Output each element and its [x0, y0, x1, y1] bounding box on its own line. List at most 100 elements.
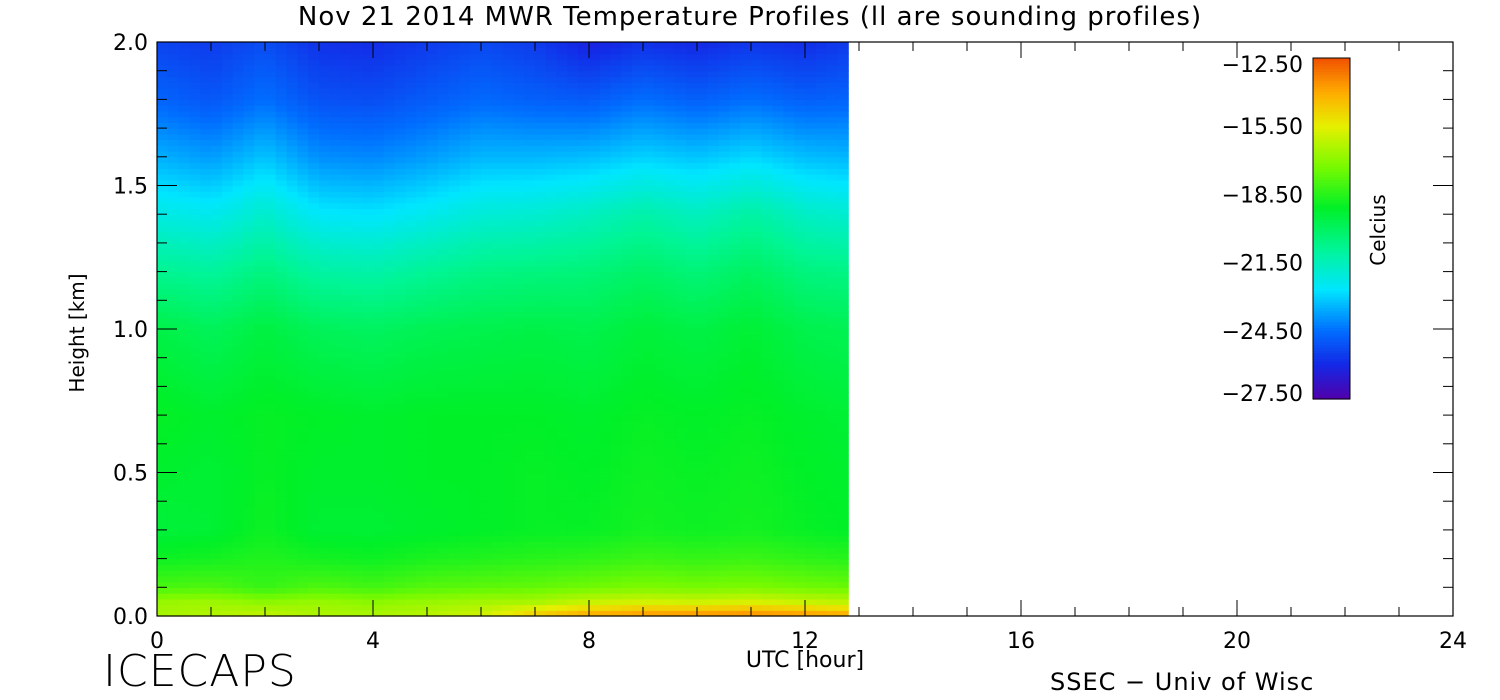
- heatmap-cell: [545, 449, 558, 456]
- heatmap-cell: [502, 363, 514, 370]
- heatmap-cell: [200, 455, 212, 462]
- heatmap-cell: [437, 64, 450, 72]
- heatmap-cell: [610, 483, 622, 491]
- heatmap-cell: [329, 288, 342, 296]
- heatmap-cell: [329, 392, 342, 399]
- heatmap-cell: [243, 59, 255, 66]
- heatmap-cell: [383, 334, 396, 342]
- heatmap-cell: [535, 70, 547, 78]
- heatmap-cell: [167, 196, 180, 204]
- heatmap-cell: [621, 93, 633, 100]
- heatmap-cell: [297, 47, 309, 55]
- heatmap-cell: [567, 191, 579, 198]
- heatmap-cell: [643, 242, 655, 250]
- heatmap-cell: [405, 248, 417, 255]
- heatmap-cell: [632, 300, 644, 307]
- heatmap-cell: [524, 478, 536, 485]
- heatmap-cell: [578, 254, 590, 261]
- heatmap-cell: [211, 438, 223, 445]
- heatmap-cell: [481, 53, 493, 60]
- heatmap-cell: [221, 351, 234, 359]
- heatmap-cell: [351, 558, 363, 565]
- heatmap-cell: [373, 466, 385, 474]
- heatmap-cell: [243, 317, 255, 324]
- heatmap-cell: [211, 99, 223, 106]
- heatmap-cell: [437, 420, 450, 428]
- heatmap-cell: [427, 283, 439, 290]
- heatmap-cell: [167, 59, 180, 66]
- heatmap-cell: [329, 535, 342, 542]
- heatmap-cell: [178, 524, 190, 531]
- heatmap-cell: [351, 59, 363, 66]
- heatmap-cell: [232, 105, 244, 112]
- heatmap-cell: [189, 598, 201, 606]
- heatmap-cell: [178, 156, 190, 164]
- heatmap-cell: [286, 196, 298, 204]
- heatmap-cell: [243, 558, 255, 565]
- heatmap-cell: [221, 306, 234, 313]
- heatmap-cell: [686, 82, 698, 89]
- heatmap-cell: [599, 415, 612, 422]
- heatmap-cell: [308, 610, 320, 617]
- heatmap-cell: [373, 575, 385, 583]
- heatmap-cell: [524, 271, 536, 278]
- heatmap-cell: [286, 426, 298, 433]
- heatmap-cell: [286, 558, 298, 565]
- heatmap-cell: [621, 237, 633, 244]
- heatmap-cell: [545, 374, 558, 382]
- heatmap-cell: [675, 128, 687, 135]
- heatmap-cell: [653, 552, 666, 560]
- heatmap-cell: [286, 110, 298, 118]
- heatmap-cell: [599, 604, 612, 611]
- heatmap-cell: [437, 489, 450, 497]
- heatmap-cell: [319, 593, 331, 600]
- heatmap-cell: [437, 610, 450, 617]
- heatmap-cell: [621, 208, 633, 215]
- heatmap-cell: [351, 426, 363, 433]
- heatmap-cell: [221, 495, 234, 502]
- heatmap-cell: [394, 386, 406, 393]
- heatmap-cell: [394, 529, 406, 537]
- heatmap-cell: [589, 306, 601, 313]
- heatmap-cell: [362, 558, 374, 565]
- heatmap-cell: [167, 420, 180, 428]
- heatmap-cell: [200, 306, 212, 313]
- heatmap-cell: [157, 59, 169, 66]
- heatmap-cell: [167, 512, 180, 520]
- heatmap-cell: [524, 351, 536, 359]
- heatmap-cell: [653, 386, 666, 393]
- heatmap-cell: [383, 196, 396, 204]
- heatmap-cell: [362, 174, 374, 181]
- heatmap-cell: [221, 208, 234, 215]
- heatmap-cell: [513, 409, 525, 416]
- heatmap-cell: [405, 472, 417, 479]
- heatmap-cell: [383, 455, 396, 462]
- heatmap-cell: [513, 128, 525, 135]
- heatmap-cell: [535, 168, 547, 175]
- heatmap-cell: [373, 196, 385, 204]
- heatmap-cell: [157, 512, 169, 520]
- heatmap-cell: [610, 392, 622, 399]
- heatmap-cell: [470, 346, 482, 353]
- heatmap-cell: [578, 323, 590, 330]
- heatmap-cell: [427, 438, 439, 445]
- heatmap-cell: [383, 518, 396, 525]
- heatmap-cell: [556, 139, 568, 146]
- heatmap-cell: [211, 547, 223, 554]
- heatmap-cell: [362, 300, 374, 307]
- heatmap-cell: [459, 455, 471, 462]
- heatmap-cell: [599, 529, 612, 537]
- heatmap-cell: [297, 139, 309, 146]
- heatmap-cell: [545, 340, 558, 347]
- heatmap-cell: [211, 145, 223, 152]
- heatmap-cell: [232, 409, 244, 416]
- heatmap-cell: [362, 415, 374, 422]
- heatmap-cell: [437, 575, 450, 583]
- heatmap-cell: [329, 87, 342, 95]
- heatmap-cell: [211, 53, 223, 60]
- heatmap-cell: [286, 277, 298, 284]
- heatmap-cell: [448, 196, 460, 204]
- heatmap-cell: [643, 374, 655, 382]
- heatmap-cell: [599, 99, 612, 106]
- heatmap-cell: [643, 300, 655, 307]
